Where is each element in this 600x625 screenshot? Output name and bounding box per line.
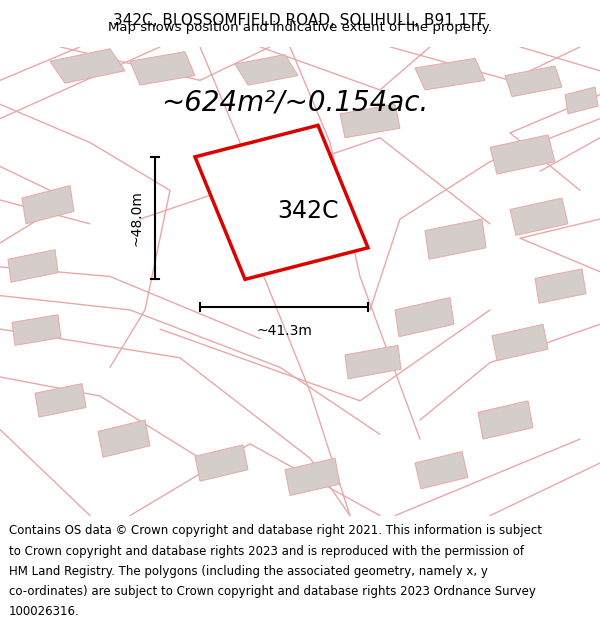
Polygon shape — [505, 66, 562, 97]
Text: ~624m²/~0.154ac.: ~624m²/~0.154ac. — [161, 88, 428, 116]
Polygon shape — [50, 49, 125, 83]
Text: to Crown copyright and database rights 2023 and is reproduced with the permissio: to Crown copyright and database rights 2… — [9, 544, 524, 558]
Polygon shape — [98, 420, 150, 457]
Polygon shape — [35, 384, 86, 417]
Polygon shape — [22, 186, 74, 224]
Polygon shape — [415, 451, 468, 489]
Polygon shape — [510, 198, 568, 236]
Polygon shape — [195, 126, 368, 279]
Text: Map shows position and indicative extent of the property.: Map shows position and indicative extent… — [108, 21, 492, 34]
Polygon shape — [535, 269, 586, 303]
Text: HM Land Registry. The polygons (including the associated geometry, namely x, y: HM Land Registry. The polygons (includin… — [9, 565, 488, 578]
Polygon shape — [478, 401, 533, 439]
Polygon shape — [425, 219, 486, 259]
Text: 342C, BLOSSOMFIELD ROAD, SOLIHULL, B91 1TF: 342C, BLOSSOMFIELD ROAD, SOLIHULL, B91 1… — [113, 13, 487, 28]
Text: ~48.0m: ~48.0m — [130, 190, 144, 246]
Polygon shape — [345, 346, 401, 379]
Polygon shape — [565, 87, 598, 114]
Polygon shape — [490, 135, 555, 174]
Text: co-ordinates) are subject to Crown copyright and database rights 2023 Ordnance S: co-ordinates) are subject to Crown copyr… — [9, 585, 536, 598]
Polygon shape — [235, 54, 298, 85]
Polygon shape — [8, 249, 58, 282]
Text: ~41.3m: ~41.3m — [256, 324, 312, 338]
Polygon shape — [130, 52, 195, 85]
Polygon shape — [195, 445, 248, 481]
Polygon shape — [340, 104, 400, 138]
Polygon shape — [415, 58, 485, 90]
Text: 100026316.: 100026316. — [9, 605, 80, 618]
Polygon shape — [395, 298, 454, 337]
Polygon shape — [285, 458, 340, 496]
Polygon shape — [492, 324, 548, 361]
Text: Contains OS data © Crown copyright and database right 2021. This information is : Contains OS data © Crown copyright and d… — [9, 524, 542, 538]
Text: 342C: 342C — [277, 199, 339, 223]
Polygon shape — [12, 315, 61, 346]
